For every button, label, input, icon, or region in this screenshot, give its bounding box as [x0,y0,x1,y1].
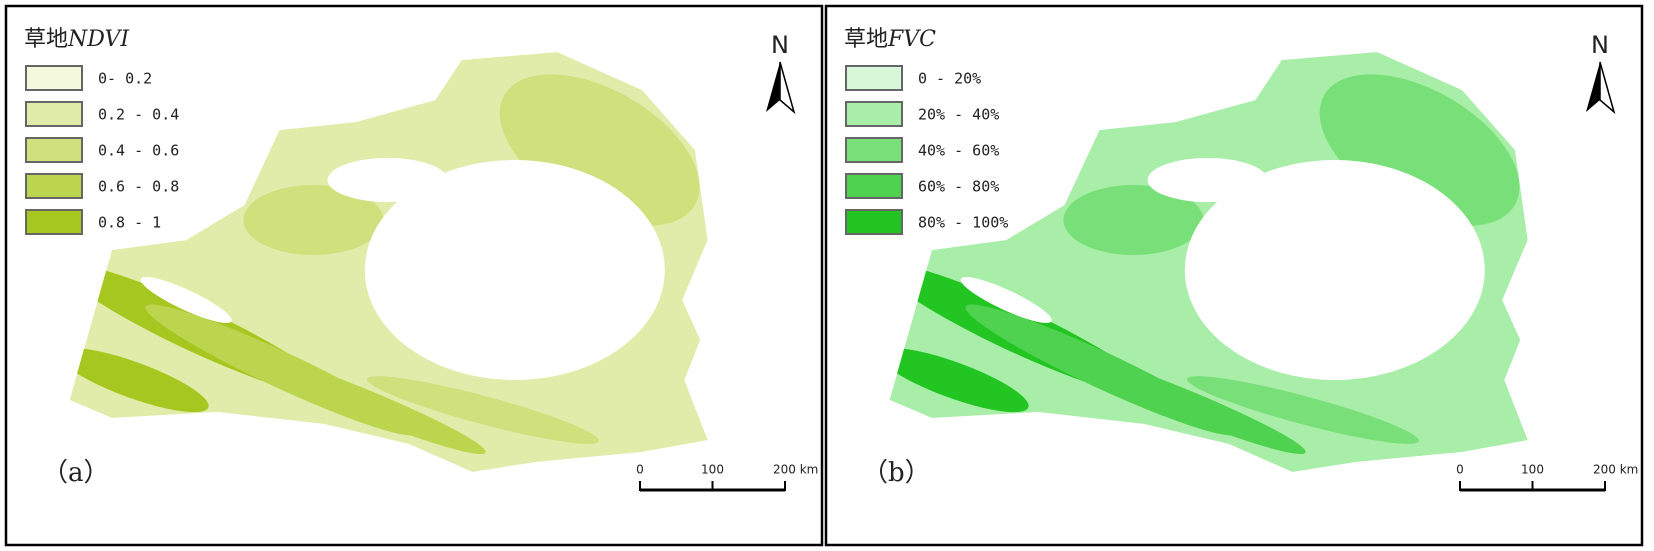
vegetation-zone [69,347,209,413]
north-label: N [771,31,789,59]
legend-swatch [845,137,903,163]
legend-label: 0.6 - 0.8 [98,178,179,196]
legend-swatch [25,137,83,163]
title-cn: 草地 [24,27,68,52]
vegetation-zone [243,185,384,255]
title-cn: 草地 [844,27,888,52]
legend-swatch [25,209,83,235]
vegetation-zone [225,345,486,455]
vegetation-zone [367,376,599,444]
legend-label: 0.4 - 0.6 [98,142,179,160]
map-panel: 草地FVC 0 - 20% 20% - 40% 40% - 60% 60% - 80% 8… [824,4,1644,547]
north-arrow-right [779,61,796,115]
scale-label: 200 km [1593,463,1638,477]
scale-label: 100 [1521,463,1544,477]
barren-area [1184,160,1485,380]
legend-swatch [25,65,83,91]
legend-label: 0 - 20% [918,70,981,88]
north-label: N [1591,31,1609,59]
map-title: 草地NDVI [24,27,130,52]
legend-swatch [845,209,903,235]
map-region [889,52,1528,472]
legend-label: 0- 0.2 [98,70,152,88]
legend-label: 80% - 100% [918,214,1008,232]
legend-label: 0.8 - 1 [98,214,161,232]
north-arrow-left [1586,62,1600,112]
legend-swatch [25,101,83,127]
panel-label: （a） [42,458,110,488]
barren-area [1147,158,1268,202]
scale-label: 100 [701,463,724,477]
vegetation-zone [1045,345,1306,455]
barren-area [327,158,448,202]
title-en: NDVI [67,27,130,52]
legend-label: 60% - 80% [918,178,999,196]
north-arrow-right [1599,61,1616,115]
map-title: 草地FVC [844,27,936,52]
legend-swatch [845,65,903,91]
vegetation-zone [1187,376,1419,444]
north-arrow-left [766,62,780,112]
panel-frame [824,4,1644,547]
map-region [69,52,708,472]
vegetation-zone [566,388,708,452]
legend-label: 40% - 60% [918,142,999,160]
legend-label: 20% - 40% [918,106,999,124]
scale-label: 0 [636,463,644,477]
barren-area [960,277,1052,323]
barren-area [364,160,665,380]
panel-label: （b） [862,458,931,488]
barren-area [140,277,232,323]
map-panel: 草地NDVI 0- 0.2 0.2 - 0.4 0.4 - 0.6 0.6 - 0.8 0… [4,4,824,547]
scale-label: 0 [1456,463,1464,477]
legend-swatch [845,101,903,127]
legend-label: 0.2 - 0.4 [98,106,179,124]
legend-swatch [845,173,903,199]
legend-swatch [25,173,83,199]
title-en: FVC [887,27,936,52]
scale-label: 200 km [773,463,818,477]
panel-frame [4,4,824,547]
vegetation-zone [889,347,1029,413]
vegetation-zone [1386,388,1528,452]
vegetation-zone [1063,185,1204,255]
